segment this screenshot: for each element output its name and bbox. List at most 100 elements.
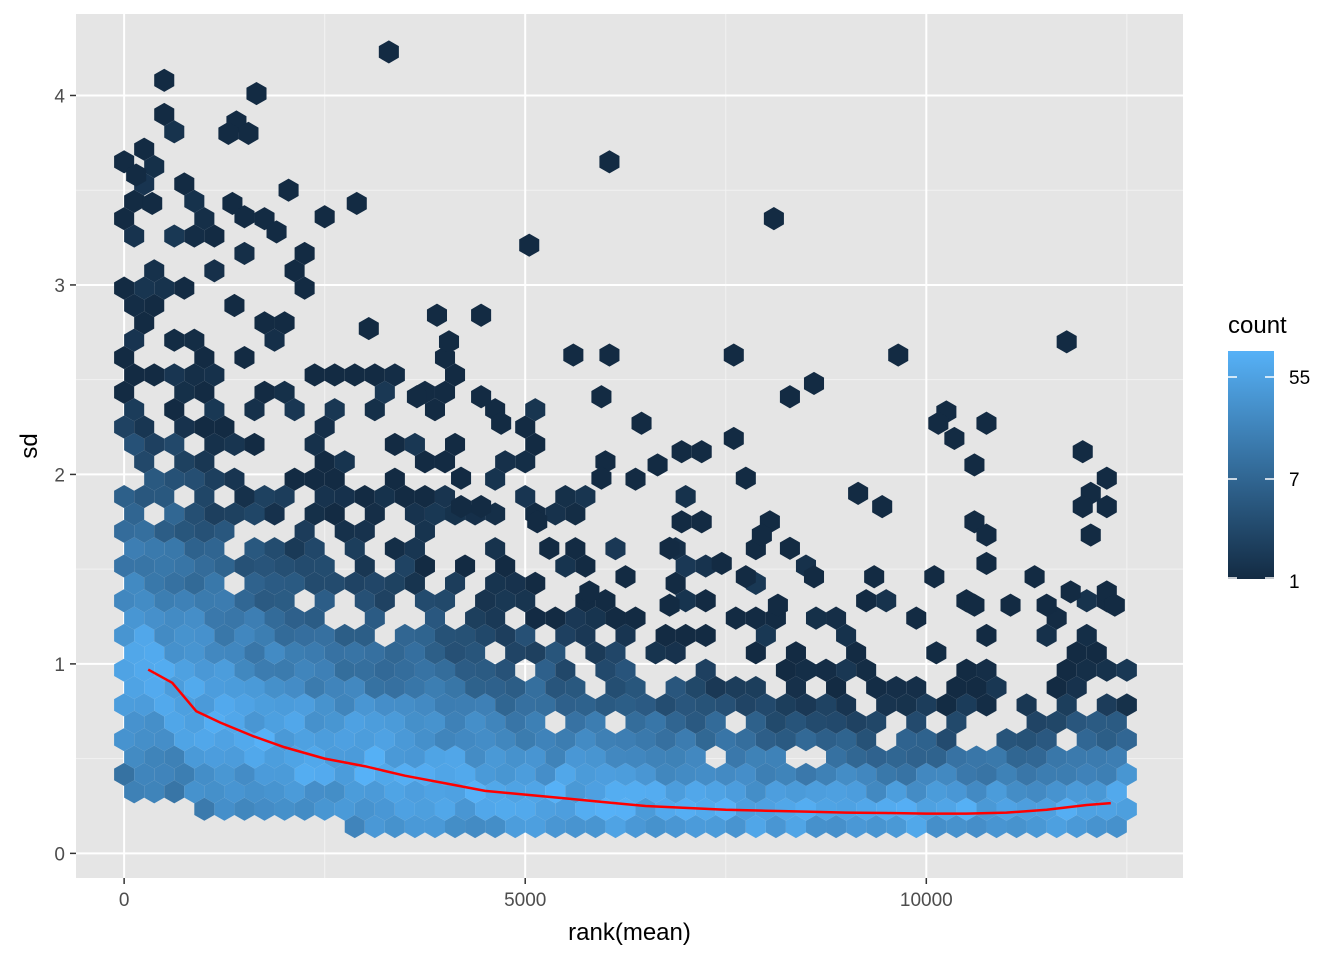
hex-cell	[414, 554, 435, 578]
hex-cell	[946, 745, 967, 769]
hex-cell-outlier	[723, 343, 744, 367]
hex-cell	[414, 484, 435, 509]
hex-cell	[214, 554, 235, 578]
hex-cell	[725, 780, 746, 804]
hex-cell	[394, 554, 415, 578]
hex-cell	[434, 693, 456, 717]
hex-cell	[364, 780, 385, 804]
hex-cell-outlier	[579, 580, 600, 604]
hex-cell	[765, 710, 786, 734]
hex-cell	[274, 484, 295, 509]
hex-cell	[916, 693, 937, 717]
hex-cell	[555, 728, 576, 752]
hex-cell-outlier	[763, 207, 784, 231]
hex-cell-outlier	[238, 121, 259, 145]
hex-cell	[595, 658, 616, 682]
hex-cell	[625, 606, 646, 630]
hex-cell	[254, 380, 275, 404]
hex-cell	[134, 484, 155, 509]
hex-cell	[805, 606, 827, 630]
hex-cell	[194, 658, 215, 682]
hex-cell	[866, 710, 887, 734]
hex-cell	[134, 415, 155, 439]
hex-cell	[174, 554, 195, 578]
hex-cell	[314, 554, 335, 578]
hex-cell	[284, 537, 305, 561]
hex-cell	[344, 537, 365, 561]
hex-cell	[675, 728, 696, 752]
hex-cell	[264, 710, 285, 734]
hex-cell	[314, 484, 335, 509]
hex-cell	[374, 658, 395, 682]
hex-cell	[224, 780, 245, 804]
hex-cell	[194, 450, 215, 474]
hex-cell-outlier	[888, 343, 909, 367]
hex-cell	[876, 693, 897, 717]
x-tick-label: 5000	[504, 890, 546, 911]
hex-cell	[665, 571, 686, 595]
hex-cell	[575, 554, 596, 578]
hex-cell	[314, 658, 335, 682]
hex-cell	[304, 710, 325, 734]
hex-cell	[585, 780, 606, 804]
hex-cell	[846, 745, 867, 769]
hex-cell	[675, 693, 696, 717]
hex-cell	[224, 745, 245, 769]
hex-cell	[134, 589, 155, 613]
hex-cell-outlier	[1060, 580, 1081, 604]
hex-cell	[404, 814, 425, 839]
hex-cell-outlier	[591, 466, 612, 490]
hex-cell	[445, 710, 466, 734]
hex-cell	[424, 502, 445, 526]
hex-cell	[264, 502, 285, 526]
hex-cell	[1106, 814, 1127, 839]
hex-cell	[364, 641, 385, 665]
hex-cell	[174, 589, 195, 613]
hex-cell	[214, 415, 235, 439]
hex-cell	[795, 762, 817, 786]
hex-cell	[936, 693, 957, 717]
hex-cell	[174, 415, 195, 439]
hex-cell	[124, 745, 145, 769]
hex-cell	[414, 728, 435, 752]
hex-cell	[134, 658, 155, 682]
hex-cell	[184, 224, 205, 248]
hex-cell	[836, 762, 857, 786]
hex-cell	[575, 693, 596, 717]
hex-cell	[414, 797, 435, 821]
hex-cell	[1096, 762, 1117, 786]
hex-cell	[946, 814, 967, 839]
hex-cell	[404, 641, 425, 665]
hex-cell	[555, 484, 576, 509]
hex-cell	[645, 814, 666, 839]
hex-cell	[555, 658, 576, 682]
y-tick-label: 2	[54, 465, 65, 486]
hex-cell	[485, 745, 506, 769]
hex-cell	[1056, 658, 1077, 682]
hex-cell	[354, 797, 375, 821]
hex-cell	[665, 676, 686, 700]
hex-cell-outlier	[406, 385, 427, 409]
hex-cell	[254, 693, 275, 717]
hex-cell	[565, 676, 586, 700]
hex-cell	[996, 762, 1017, 786]
hex-cell	[384, 710, 405, 734]
hex-cell	[304, 537, 325, 561]
hex-cell	[114, 658, 135, 682]
hex-cell	[434, 762, 456, 786]
hex-cell	[555, 693, 576, 717]
legend-colorbar	[1228, 351, 1274, 579]
hex-cell	[424, 398, 445, 422]
hex-cell	[465, 745, 486, 769]
hex-cell	[465, 814, 486, 839]
hex-cell	[124, 224, 145, 248]
hex-cell	[665, 780, 686, 804]
hex-cell	[455, 693, 476, 717]
hex-cell	[144, 606, 165, 630]
hex-cell	[404, 502, 425, 526]
hex-cell	[114, 207, 135, 231]
hex-cell	[1116, 728, 1137, 752]
hex-cell	[515, 728, 536, 752]
hex-cell	[254, 554, 275, 578]
hex-cell	[154, 762, 175, 786]
